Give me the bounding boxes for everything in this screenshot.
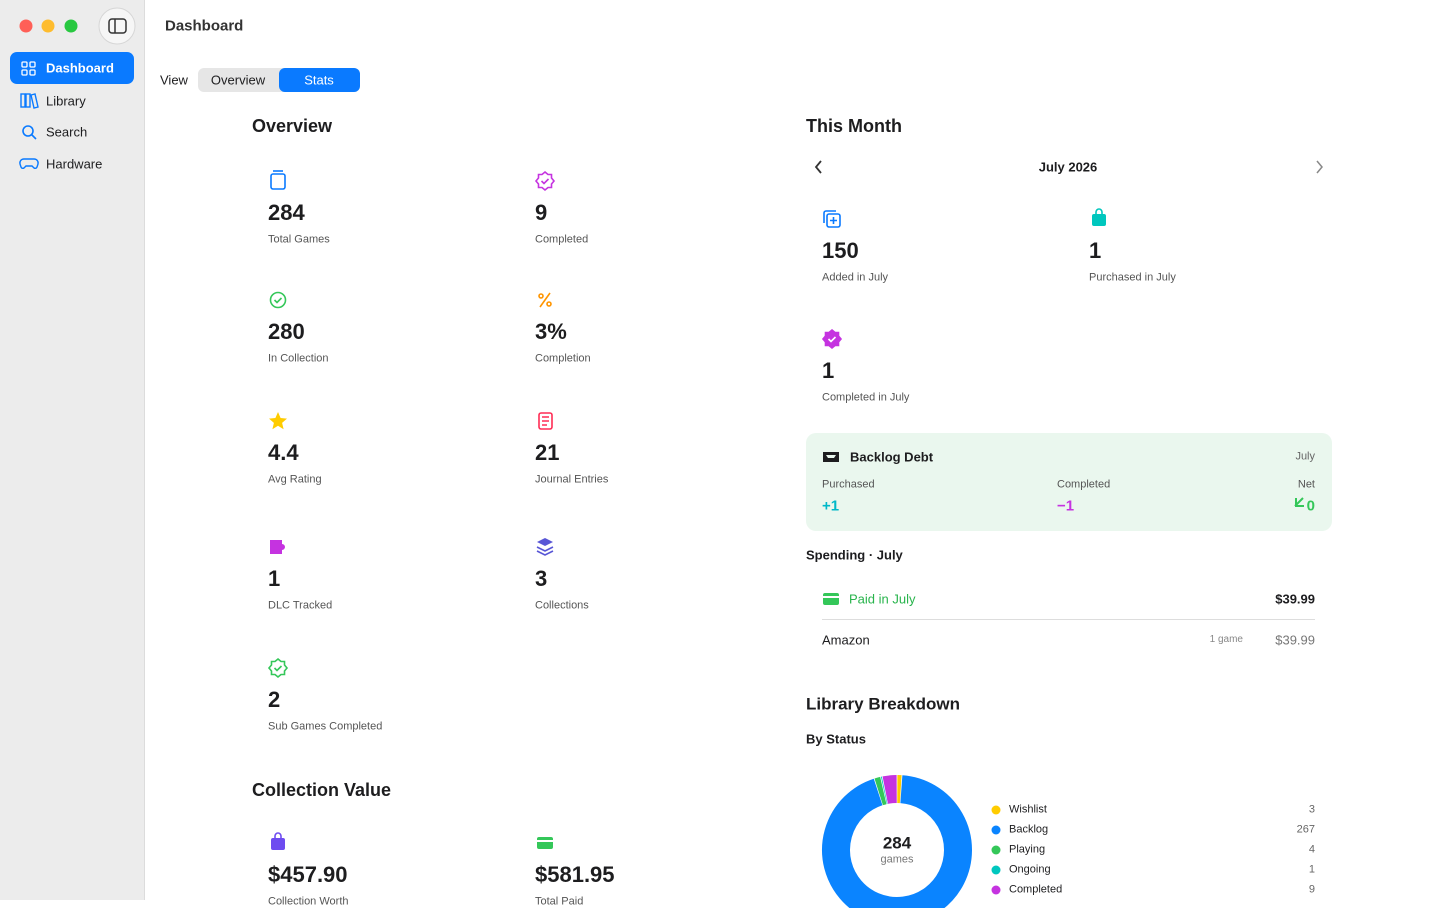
- stat-label: Completed in July: [822, 393, 909, 404]
- legend-name: Playing: [1009, 845, 1045, 856]
- sidebar-item[interactable]: Dashboard: [46, 62, 114, 75]
- stat-label: Total Games: [268, 235, 330, 246]
- stat-value: 21: [535, 442, 559, 464]
- stat-icon: [271, 171, 285, 189]
- stat-value: 2: [268, 689, 280, 711]
- legend-name: Completed: [1009, 885, 1062, 896]
- stat-icon: [269, 412, 287, 429]
- stat-label: Journal Entries: [535, 475, 608, 486]
- stat-value: 3%: [535, 321, 567, 343]
- stat-label: Collection Worth: [268, 897, 349, 908]
- stat-value: $581.95: [535, 864, 615, 886]
- stat-label: In Collection: [268, 354, 329, 365]
- stat-icon: [537, 538, 553, 555]
- stat-value: 150: [822, 240, 859, 262]
- stat-label: Total Paid: [535, 897, 583, 908]
- legend-value: 9: [1309, 885, 1315, 896]
- legend-value: 4: [1309, 845, 1315, 856]
- stat-icon: [270, 540, 285, 554]
- stat-icon: [271, 833, 285, 850]
- stat-value: 1: [822, 360, 834, 382]
- stat-label: Sub Games Completed: [268, 722, 382, 733]
- stat-label: Collections: [535, 601, 589, 612]
- stat-value: 284: [268, 202, 305, 224]
- stat-icon: [539, 293, 551, 307]
- stat-icon: [271, 293, 286, 308]
- stat-icon: [539, 413, 552, 429]
- legend-name: Ongoing: [1009, 865, 1051, 876]
- sidebar-item[interactable]: Library: [46, 95, 86, 108]
- stat-value: 9: [535, 202, 547, 224]
- stat-icon: [537, 837, 553, 849]
- legend-name: Backlog: [1009, 825, 1048, 836]
- stat-value: 1: [1089, 240, 1101, 262]
- legend-value: 1: [1309, 865, 1315, 876]
- stat-label: Added in July: [822, 273, 888, 284]
- stat-icon: [824, 211, 840, 227]
- stat-label: Completion: [535, 354, 591, 365]
- stat-value: 4.4: [268, 442, 299, 464]
- stat-value: $457.90: [268, 864, 348, 886]
- legend-value: 267: [1297, 825, 1315, 836]
- stat-icon: [269, 659, 287, 677]
- stat-icon: [1092, 209, 1106, 226]
- stat-label: Purchased in July: [1089, 273, 1176, 284]
- stat-icon: [823, 330, 841, 348]
- stat-value: 280: [268, 321, 305, 343]
- legend-value: 3: [1309, 805, 1315, 816]
- stat-value: 3: [535, 568, 547, 590]
- stat-label: DLC Tracked: [268, 601, 332, 612]
- legend-name: Wishlist: [1009, 805, 1047, 816]
- stat-label: Completed: [535, 235, 588, 246]
- stat-label: Avg Rating: [268, 475, 322, 486]
- stat-value: 1: [268, 568, 280, 590]
- sidebar-item[interactable]: Search: [46, 126, 87, 139]
- sidebar-item[interactable]: Hardware: [46, 158, 102, 171]
- stat-icon: [536, 172, 554, 190]
